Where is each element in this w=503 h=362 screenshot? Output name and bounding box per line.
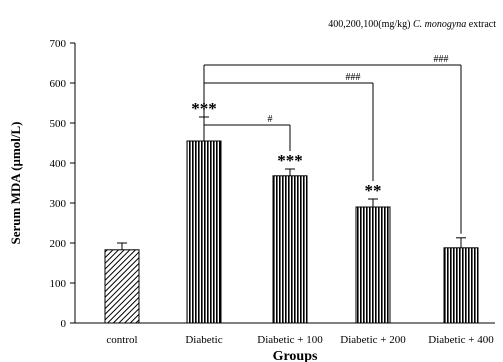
y-tick-label: 0 xyxy=(61,318,67,330)
category-label: control xyxy=(106,334,137,346)
bar xyxy=(104,249,140,324)
y-tick-label: 700 xyxy=(50,38,67,50)
category-labels: control Diabetic Diabetic + 100 Diabetic + … xyxy=(106,334,494,346)
category-label: Diabetic + 200 xyxy=(340,334,406,346)
y-tick-label: 600 xyxy=(50,78,67,90)
y-tick-label: 300 xyxy=(50,198,67,210)
comparison-label: # xyxy=(268,114,273,125)
y-tick-label: 400 xyxy=(50,158,67,170)
category-label: Diabetic + 400 xyxy=(428,334,494,346)
annotation-suffix: extract xyxy=(466,19,496,30)
bars: ******** xyxy=(104,99,479,324)
bar xyxy=(272,175,308,324)
y-axis-ticks: 0 100 200 300 400 500 600 700 xyxy=(50,38,75,330)
comparison-label: ### xyxy=(434,54,449,65)
x-axis-title: Groups xyxy=(273,349,318,362)
annotation-italic: C. monogyna xyxy=(413,19,466,30)
significance-mark: *** xyxy=(277,151,303,170)
y-tick-label: 200 xyxy=(50,238,67,250)
comparison-brackets: ####### xyxy=(203,54,462,234)
annotation: 400,200,100(mg/kg) C. monogyna extract xyxy=(328,19,496,30)
comparison-label: ### xyxy=(346,72,361,83)
category-label: Diabetic xyxy=(185,334,222,346)
category-label: Diabetic + 100 xyxy=(257,334,323,346)
annotation-prefix: 400,200,100(mg/kg) xyxy=(328,19,413,30)
bar xyxy=(186,140,222,324)
y-tick-label: 100 xyxy=(50,278,67,290)
bar xyxy=(355,206,391,324)
y-tick-label: 500 xyxy=(50,118,67,130)
y-axis-title: Serum MDA (µmol/L) xyxy=(8,121,23,244)
bar xyxy=(443,247,479,324)
significance-mark: ** xyxy=(365,181,382,200)
